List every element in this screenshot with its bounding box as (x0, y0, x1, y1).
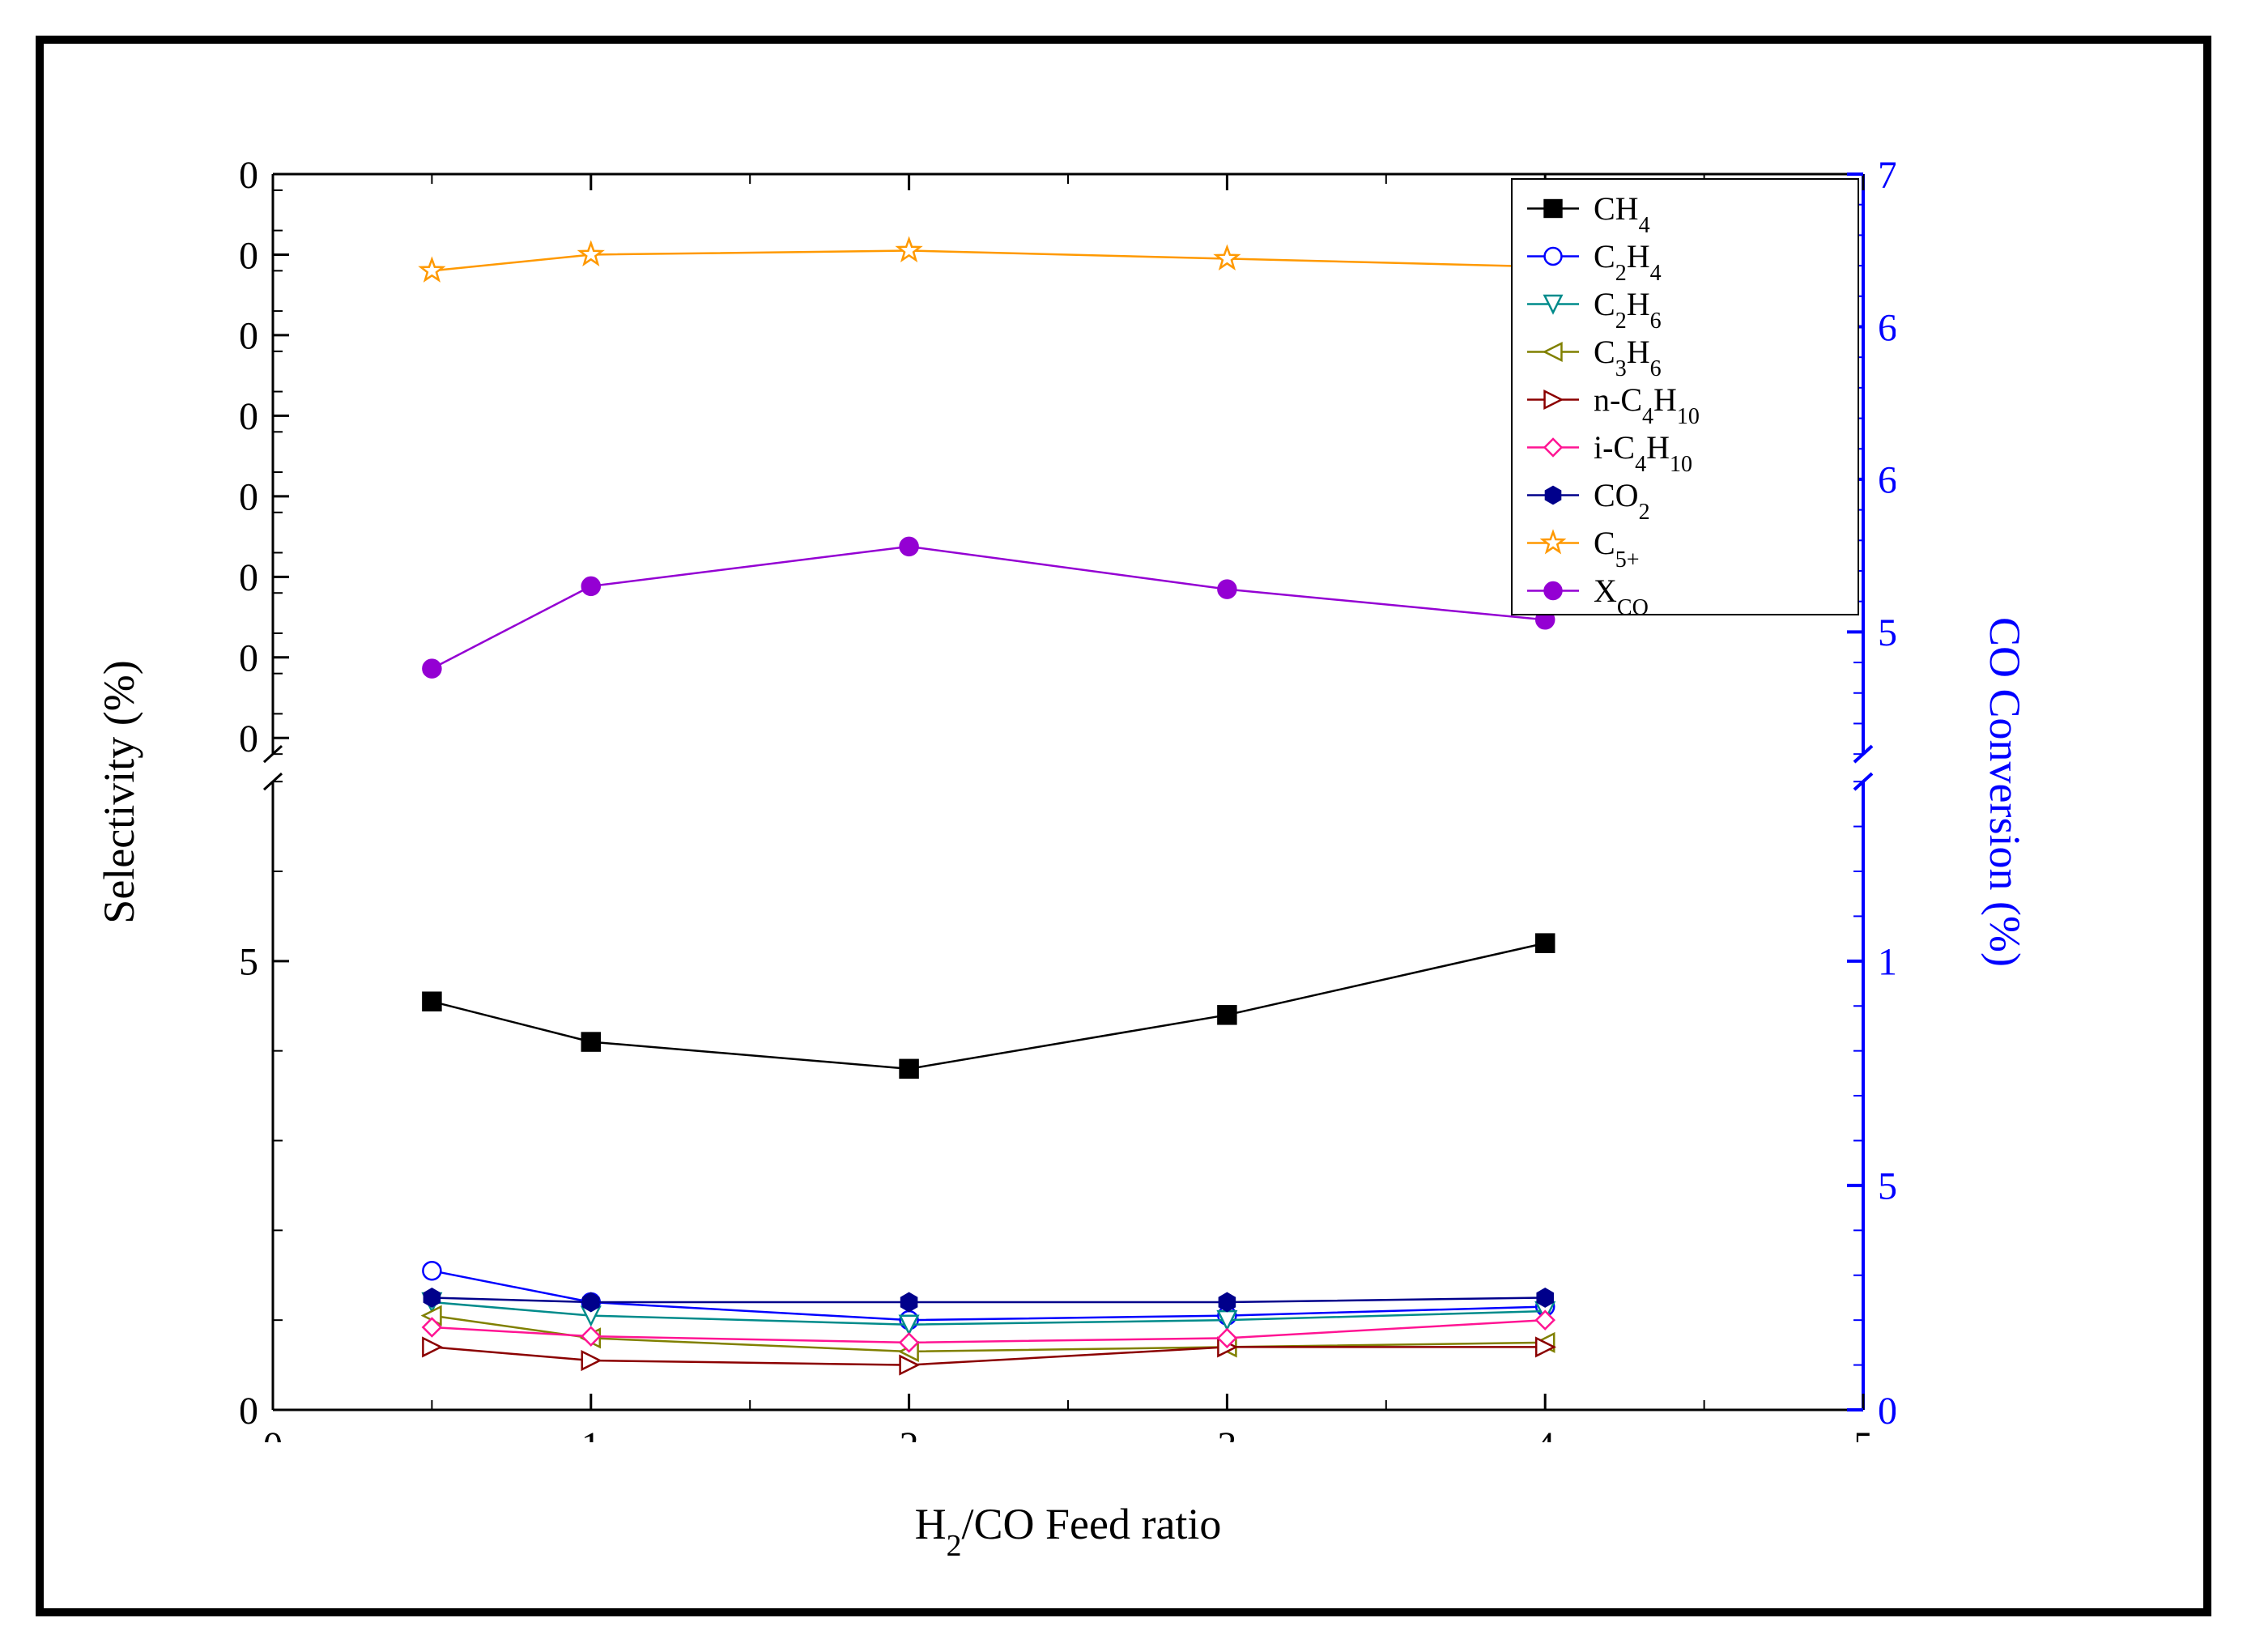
svg-text:0: 0 (240, 1390, 258, 1433)
legend-item-co2: CO2 (1524, 471, 1846, 519)
legend-item-ch4: CH4 (1524, 185, 1846, 232)
legend-swatch-xco (1524, 567, 1582, 615)
plot-area: 0123450530405060708090100051055606570 CH… (273, 174, 1863, 1410)
legend-swatch-c3h6 (1524, 328, 1582, 376)
svg-text:4: 4 (1535, 1424, 1555, 1442)
legend-item-c3h6: C3H6 (1524, 328, 1846, 376)
svg-text:50: 50 (240, 556, 258, 599)
x-axis-label: H2/CO Feed ratio (915, 1499, 1222, 1549)
legend-label-c5p: C5+ (1594, 527, 1639, 560)
legend-swatch-c5p (1524, 519, 1582, 567)
y1-axis-label: Selectivity (%) (94, 660, 144, 923)
svg-text:5: 5 (240, 941, 258, 984)
legend-item-ic4h10: i-C4H10 (1524, 424, 1846, 471)
svg-text:3: 3 (1217, 1424, 1236, 1442)
svg-text:80: 80 (240, 315, 258, 358)
svg-text:60: 60 (1878, 459, 1896, 502)
legend-swatch-c2h4 (1524, 232, 1582, 280)
legend-swatch-c2h6 (1524, 280, 1582, 328)
svg-text:2: 2 (900, 1424, 919, 1442)
legend-item-c2h4: C2H4 (1524, 232, 1846, 280)
legend: CH4 C2H4 C2H6 C3H6 n-C4H10 i-C4H10 CO2 C5+ XCO (1511, 178, 1859, 615)
svg-text:5: 5 (1878, 1165, 1896, 1208)
svg-text:55: 55 (1878, 611, 1896, 654)
svg-text:10: 10 (1878, 941, 1896, 984)
legend-label-c2h6: C2H6 (1594, 288, 1662, 321)
svg-text:0: 0 (263, 1424, 283, 1442)
svg-text:70: 70 (240, 395, 258, 438)
svg-text:65: 65 (1878, 306, 1896, 349)
svg-text:5: 5 (1853, 1424, 1873, 1442)
svg-text:30: 30 (240, 717, 258, 760)
legend-label-co2: CO2 (1594, 479, 1650, 512)
legend-label-xco: XCO (1594, 575, 1649, 607)
svg-text:70: 70 (1878, 154, 1896, 197)
legend-item-c2h6: C2H6 (1524, 280, 1846, 328)
svg-text:90: 90 (240, 234, 258, 277)
svg-text:40: 40 (240, 637, 258, 680)
legend-label-nc4h10: n-C4H10 (1594, 384, 1700, 416)
legend-label-ic4h10: i-C4H10 (1594, 432, 1692, 464)
legend-item-nc4h10: n-C4H10 (1524, 376, 1846, 424)
legend-label-c2h4: C2H4 (1594, 241, 1662, 273)
legend-swatch-nc4h10 (1524, 376, 1582, 424)
svg-text:0: 0 (1878, 1390, 1896, 1433)
svg-text:100: 100 (240, 154, 258, 197)
legend-item-c5p: C5+ (1524, 519, 1846, 567)
legend-swatch-co2 (1524, 471, 1582, 519)
svg-text:60: 60 (240, 476, 258, 519)
svg-text:1: 1 (581, 1424, 601, 1442)
legend-item-xco: XCO (1524, 567, 1846, 615)
legend-label-ch4: CH4 (1594, 193, 1650, 225)
legend-label-c3h6: C3H6 (1594, 336, 1662, 368)
y2-axis-label: CO Conversion (%) (1980, 617, 2030, 967)
legend-swatch-ic4h10 (1524, 424, 1582, 471)
legend-swatch-ch4 (1524, 185, 1582, 232)
